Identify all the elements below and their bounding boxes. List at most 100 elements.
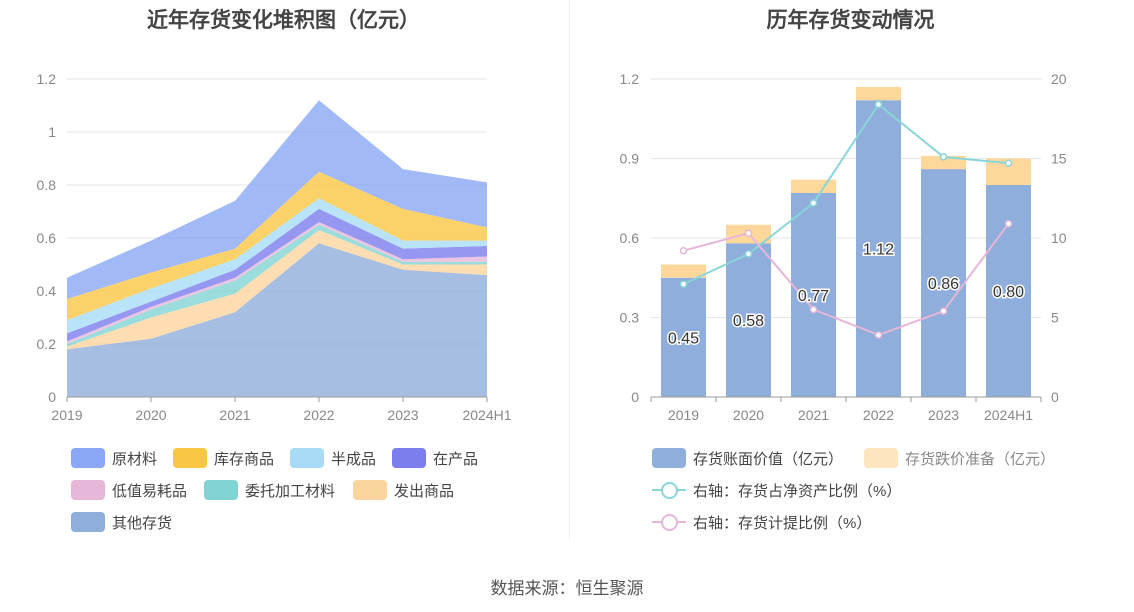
panel-divider (569, 0, 570, 540)
x-tick-label: 2020 (135, 407, 166, 423)
legend-label: 发出商品 (394, 482, 455, 500)
legend-label: 在产品 (433, 450, 479, 468)
legend-item[interactable]: 发出商品 (353, 479, 454, 501)
legend-label: 委托加工材料 (245, 482, 336, 500)
line-point (809, 305, 818, 314)
bar-book-value (661, 277, 706, 397)
y-tick-label: 1.2 (37, 71, 57, 87)
bar-book-value (921, 169, 966, 397)
bar-data-label: 0.86 (928, 276, 959, 293)
area-7 (67, 171, 487, 321)
bar-data-label: 0.77 (798, 288, 829, 305)
legend-swatch (204, 480, 238, 500)
bar-provision (791, 179, 836, 193)
right-chart-title: 历年存货变动情况 (766, 9, 935, 32)
legend-swatch (71, 480, 105, 500)
legend-swatch (864, 448, 898, 468)
legend-label: 存货账面价值（亿元） (693, 450, 844, 468)
bar-data-label: 1.12 (863, 242, 894, 259)
legend-swatch (71, 448, 105, 468)
x-tick-label: 2023 (928, 407, 959, 423)
x-tick-label: 2024H1 (462, 407, 511, 423)
legend-swatch (652, 448, 686, 468)
x-tick-label: 2024H1 (984, 407, 1033, 423)
line-point (809, 199, 818, 207)
line-point (874, 331, 883, 339)
bar-provision (856, 86, 901, 101)
line-series-1 (683, 102, 1009, 286)
legend-item[interactable]: 右轴：存货计提比例（%） (652, 511, 871, 533)
legend-swatch (652, 480, 686, 500)
area-5 (67, 208, 487, 342)
x-tick-label: 2023 (387, 407, 418, 423)
line-point (744, 229, 753, 237)
y-tick-label: 0.3 (620, 310, 640, 326)
legend-swatch (290, 448, 324, 468)
x-tick-label: 2019 (668, 407, 699, 423)
legend-swatch (652, 512, 686, 532)
legend-item[interactable]: 在产品 (392, 447, 478, 469)
right-chart-panel: 历年存货变动情况 0 0.3 0.6 0.9 1.2 0 5 10 15 20 2019 2020 20… (567, 0, 1134, 560)
x-tick-label: 2021 (219, 407, 250, 423)
y-tick-label: 0.2 (37, 336, 57, 352)
y-tick-label: 1.2 (620, 71, 640, 87)
y2-tick-label: 5 (1051, 310, 1059, 326)
bar-book-value (791, 192, 836, 397)
bar-data-label: 0.58 (733, 313, 764, 330)
y-tick-label: 0.4 (37, 283, 57, 299)
line-point (679, 246, 688, 255)
legend-swatch (392, 448, 426, 468)
y-tick-label: 0 (631, 389, 639, 405)
legend-label: 右轴：存货计提比例（%） (693, 514, 872, 532)
legend-swatch (71, 512, 105, 532)
bar-data-label: 0.80 (993, 284, 1024, 301)
legend-item[interactable]: 存货账面价值（亿元） (652, 447, 843, 469)
legend-item[interactable]: 存货跌价准备（亿元） (864, 447, 1055, 469)
legend-item[interactable]: 库存商品 (173, 447, 274, 469)
stacked-area-chart: 0 0.2 0.4 0.6 0.8 1 1.2 2019 2020 2021 2022 2023 202… (37, 71, 512, 423)
legend-item[interactable]: 其他存货 (71, 511, 172, 533)
bar-data-label: 0.45 (668, 330, 699, 347)
bar-line-combo-chart: 0 0.3 0.6 0.9 1.2 0 5 10 15 20 2019 2020 2021 2022 202… (620, 71, 1067, 423)
area-2 (67, 230, 487, 350)
y2-tick-label: 10 (1051, 230, 1067, 246)
area-6 (67, 198, 487, 334)
legend-item[interactable]: 右轴：存货占净资产比例（%） (652, 479, 901, 501)
legend-swatch (173, 448, 207, 468)
y-tick-label: 1 (48, 124, 56, 140)
area-8 (67, 100, 487, 299)
legend-label: 低值易耗品 (112, 482, 188, 500)
bar-provision (921, 155, 966, 170)
line-point (939, 153, 948, 161)
line-point (1004, 219, 1013, 228)
legend-item[interactable]: 委托加工材料 (204, 479, 335, 501)
legend-label: 其他存货 (112, 514, 173, 532)
y-tick-label: 0.8 (37, 177, 57, 193)
x-tick-label: 2022 (863, 407, 894, 423)
line-point (939, 307, 948, 315)
line-point (1004, 159, 1013, 168)
y-tick-label: 0 (48, 389, 56, 405)
data-source-note: 数据来源：恒生聚源 (490, 579, 644, 598)
y2-tick-label: 20 (1051, 71, 1067, 87)
y-tick-label: 0.6 (37, 230, 57, 246)
legend-item[interactable]: 原材料 (71, 447, 157, 469)
legend-label: 原材料 (112, 450, 158, 468)
line-series-2 (683, 223, 1010, 337)
bar-book-value (856, 100, 901, 397)
legend-label: 存货跌价准备（亿元） (905, 450, 1056, 468)
y-tick-label: 0.6 (620, 230, 640, 246)
area-1 (67, 243, 487, 397)
legend-item[interactable]: 半成品 (290, 447, 376, 469)
legend-label: 右轴：存货占净资产比例（%） (693, 482, 902, 500)
legend-label: 半成品 (331, 450, 377, 468)
y2-tick-label: 15 (1051, 151, 1067, 167)
legend-label: 库存商品 (214, 450, 275, 468)
bar-provision (661, 264, 706, 278)
x-tick-label: 2021 (798, 407, 829, 423)
x-tick-label: 2022 (303, 407, 334, 423)
y-tick-label: 0.9 (620, 151, 640, 167)
legend-item[interactable]: 低值易耗品 (71, 479, 187, 501)
bar-book-value (726, 243, 771, 397)
x-tick-label: 2020 (733, 407, 764, 423)
